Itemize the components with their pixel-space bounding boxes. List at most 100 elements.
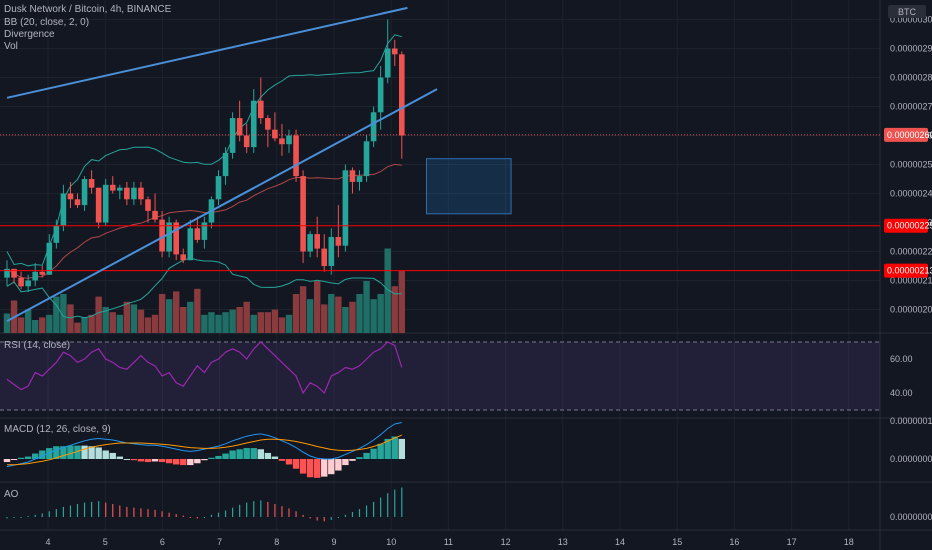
- macd-histogram-bar: [222, 453, 229, 459]
- time-tick-label: 18: [844, 537, 854, 547]
- macd-line: [6, 422, 402, 468]
- symbol-title: Dusk Network / Bitcoin, 4h, BINANCE: [4, 4, 172, 15]
- ao-bar: [62, 506, 64, 517]
- candle-body: [117, 187, 123, 191]
- price-badge-label: 0.00000260: [887, 130, 932, 140]
- ao-label[interactable]: AO: [4, 489, 19, 500]
- candle-body: [384, 48, 391, 78]
- ao-bar: [260, 500, 262, 517]
- volume-bar: [187, 301, 194, 333]
- macd-histogram-bar: [187, 459, 194, 466]
- candle-body: [300, 176, 306, 252]
- macd-histogram-bar: [250, 448, 257, 459]
- macd-histogram-bar: [335, 459, 342, 471]
- candle-body: [229, 118, 236, 153]
- volume-bar: [363, 281, 370, 333]
- macd-histogram-bar: [370, 448, 377, 459]
- ao-bar: [48, 511, 50, 517]
- indicator-divergence-label[interactable]: Divergence: [4, 29, 55, 40]
- candle-body: [18, 277, 24, 287]
- rsi-label[interactable]: RSI (14, close): [4, 340, 70, 351]
- ao-bar: [161, 511, 163, 517]
- macd-histogram-bar: [377, 443, 384, 459]
- ao-bar: [330, 517, 332, 520]
- candle-body: [131, 187, 137, 200]
- macd-histogram-bar: [278, 459, 286, 461]
- currency-label: BTC: [898, 7, 917, 17]
- volume-bar: [229, 309, 236, 333]
- volume-bar: [384, 248, 391, 333]
- volume-bar: [32, 320, 39, 333]
- time-tick-label: 8: [274, 537, 279, 547]
- price-badge: [884, 127, 928, 142]
- candle-body: [60, 193, 67, 226]
- candle-body: [356, 176, 363, 182]
- macd-histogram-bar: [257, 449, 264, 459]
- trendline: [6, 88, 438, 322]
- volume-bar: [201, 314, 208, 333]
- indicator-bb-label[interactable]: BB (20, close, 2, 0): [4, 17, 89, 28]
- ao-bar: [373, 501, 375, 517]
- volume-bar: [391, 286, 398, 333]
- volume-bar: [299, 286, 307, 333]
- bb-upper-band: [6, 34, 402, 267]
- time-tick-label: 12: [501, 537, 511, 547]
- ao-bar: [351, 511, 354, 517]
- volume-bar: [250, 314, 257, 333]
- target-box: [425, 158, 512, 215]
- macd-histogram-bar: [144, 459, 152, 463]
- macd-histogram-bar: [81, 445, 88, 459]
- candle-body: [4, 268, 10, 278]
- volume-bar: [60, 294, 67, 333]
- macd-histogram-bar: [264, 452, 272, 459]
- macd-histogram-bar: [158, 459, 166, 463]
- macd-histogram-bar: [271, 456, 279, 459]
- candle-body: [124, 187, 130, 200]
- volume-bar: [109, 312, 116, 333]
- macd-histogram-bar: [165, 459, 173, 464]
- ao-bar: [98, 501, 100, 517]
- macd-histogram-bar: [398, 438, 405, 459]
- volume-bar: [137, 309, 145, 333]
- ao-bar: [83, 502, 86, 517]
- macd-label[interactable]: MACD (12, 26, close, 9): [4, 424, 111, 435]
- candle-body: [173, 222, 179, 255]
- time-tick-label: 16: [729, 537, 739, 547]
- ao-bar: [344, 514, 346, 517]
- macd-histogram-bar: [243, 448, 250, 459]
- macd-histogram-bar: [215, 455, 222, 459]
- macd-signal-line: [7, 434, 402, 466]
- macd-histogram-bar: [299, 459, 307, 474]
- bb-basis: [6, 163, 402, 279]
- price-badge-label: 0.00000229: [887, 221, 932, 231]
- candle-body: [272, 129, 278, 139]
- indicator-vol-label[interactable]: Vol: [4, 41, 18, 52]
- volume-bar: [123, 301, 131, 333]
- volume-bar: [208, 312, 215, 333]
- ao-bar: [154, 509, 156, 517]
- macd-histogram-bar: [53, 446, 60, 459]
- volume-bar: [335, 296, 342, 333]
- macd-histogram-bar: [328, 459, 335, 475]
- currency-badge[interactable]: [888, 5, 926, 18]
- macd-histogram-bar: [17, 457, 25, 459]
- candle-body: [265, 118, 271, 130]
- ao-bar: [76, 504, 79, 517]
- candle-body: [279, 138, 285, 145]
- ao-bar: [224, 510, 227, 517]
- time-tick-label: 17: [787, 537, 797, 547]
- ao-bar: [147, 509, 149, 517]
- volume-bar: [81, 317, 88, 333]
- ao-bar: [119, 505, 121, 517]
- ao-bar: [210, 514, 213, 517]
- macd-histogram-bar: [24, 456, 32, 459]
